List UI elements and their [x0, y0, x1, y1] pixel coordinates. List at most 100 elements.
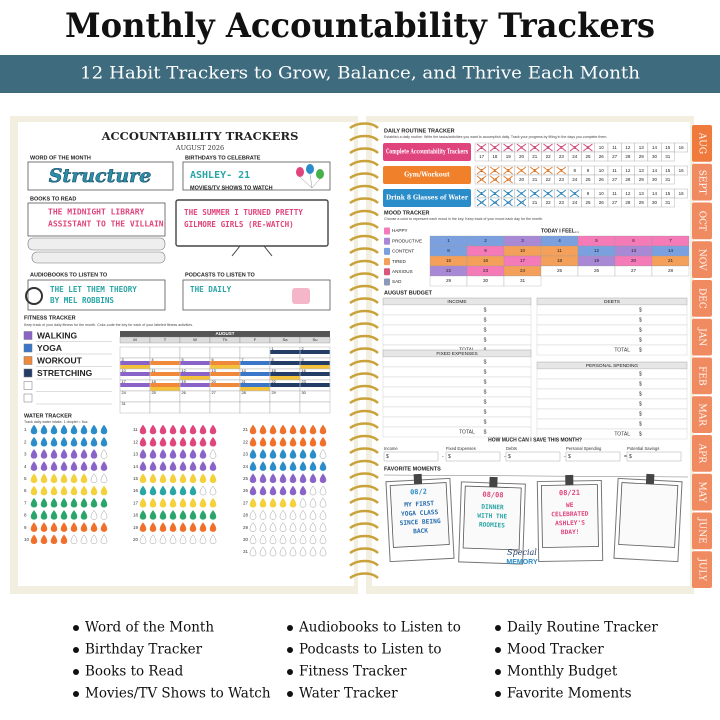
mood-day: 12 — [594, 248, 600, 253]
mood-name: ANXIOUS — [392, 269, 413, 274]
cal-fill — [210, 365, 240, 369]
droplet — [60, 509, 68, 520]
mood-day: 13 — [631, 248, 637, 253]
droplet — [80, 473, 88, 484]
currency: $ — [639, 347, 642, 353]
droplet — [60, 497, 68, 508]
spiral-ring — [349, 159, 379, 167]
droplet — [100, 473, 108, 484]
month-tab-label: JULY — [697, 557, 707, 582]
routine-check — [516, 143, 527, 152]
droplet — [299, 497, 307, 508]
droplet — [299, 546, 307, 557]
spiral-ring — [349, 259, 379, 267]
water-day: 24 — [243, 464, 249, 469]
cal-day: 1 — [272, 347, 274, 351]
droplet — [80, 424, 88, 435]
month-tab-label: SEPT — [697, 170, 707, 195]
droplet — [269, 485, 277, 496]
section-label: AUGUST BUDGET — [384, 290, 433, 296]
mood-day: 23 — [483, 268, 489, 273]
droplet — [209, 473, 217, 484]
routine-day: 19 — [506, 154, 512, 159]
droplet — [269, 473, 277, 484]
droplet — [319, 436, 327, 447]
cal-fill — [180, 376, 210, 380]
droplet — [259, 546, 267, 557]
currency: $ — [639, 327, 642, 333]
droplet — [80, 485, 88, 496]
table-title: PERSONAL SPENDING — [586, 363, 639, 369]
routine-day: 24 — [572, 200, 578, 205]
droplet — [309, 509, 317, 520]
cal-fill — [270, 361, 300, 365]
routine-check — [569, 143, 580, 152]
droplet — [189, 448, 197, 459]
description: Track daily water intake. 1 droplet = 8o… — [24, 420, 89, 424]
spiral-ring — [349, 247, 379, 255]
droplet — [30, 509, 38, 520]
routine-check — [476, 198, 487, 207]
routine-check — [583, 143, 593, 152]
water-day: 17 — [133, 500, 139, 505]
droplet — [289, 473, 297, 484]
droplet — [289, 448, 297, 459]
photo-frame — [613, 473, 683, 563]
routine-check — [503, 189, 513, 198]
spiral-ring — [349, 334, 379, 342]
droplet — [249, 522, 257, 532]
droplet — [299, 461, 307, 471]
droplet — [209, 461, 217, 471]
table-row — [536, 324, 688, 336]
spiral-ring — [349, 359, 379, 367]
savings-field — [445, 451, 501, 462]
month-tab-label: AUG — [697, 132, 707, 154]
routine-day: 21 — [532, 177, 538, 182]
currency: $ — [484, 327, 487, 333]
water-day: 8 — [24, 513, 27, 518]
section-label: WORD OF THE MONTH — [30, 155, 91, 161]
droplet — [60, 424, 68, 435]
savings-op: - — [564, 454, 566, 460]
droplet — [149, 534, 157, 545]
cal-weekday: W — [193, 337, 197, 342]
total-label: TOTAL — [614, 347, 630, 353]
droplet — [279, 461, 287, 471]
droplet — [319, 485, 327, 496]
droplet — [269, 522, 277, 532]
droplet — [179, 485, 187, 496]
droplet — [60, 534, 68, 545]
droplet — [249, 485, 257, 496]
water-day: 28 — [243, 513, 249, 518]
droplet — [199, 436, 207, 447]
droplet — [189, 522, 197, 532]
cal-day: 18 — [152, 380, 156, 384]
spiral-ring — [349, 322, 379, 330]
droplet — [269, 448, 277, 459]
droplet — [249, 448, 257, 459]
routine-day: 29 — [639, 154, 645, 159]
month-tab — [692, 396, 712, 433]
mood-day: 1 — [447, 238, 450, 243]
water-day: 16 — [133, 488, 139, 493]
bullet — [73, 691, 79, 697]
mood-day: 2 — [484, 238, 487, 243]
savings-op: = — [624, 454, 627, 460]
droplet — [269, 509, 277, 520]
droplet — [80, 497, 88, 508]
water-day: 10 — [24, 537, 30, 542]
section-label: MOOD TRACKER — [384, 210, 430, 216]
currency: $ — [484, 429, 487, 435]
book-entry: ASSISTANT TO THE VILLAIN — [48, 220, 164, 229]
currency: $ — [639, 411, 642, 417]
cal-day: 22 — [272, 380, 276, 384]
cal-day: 3 — [122, 358, 124, 362]
routine-day: 28 — [625, 177, 631, 182]
note-line: CELEBRATED — [551, 511, 589, 519]
savings-term: Personal Spending — [566, 446, 602, 451]
water-day: 23 — [243, 452, 249, 457]
droplet — [209, 522, 217, 532]
podcast-icon — [292, 288, 310, 304]
